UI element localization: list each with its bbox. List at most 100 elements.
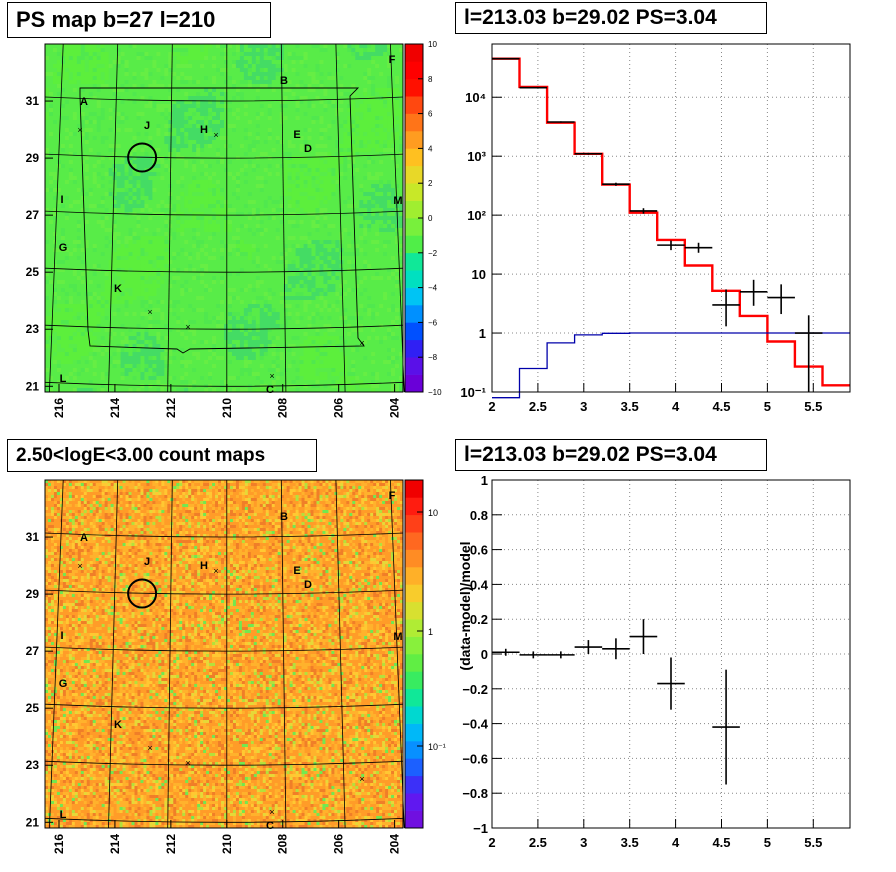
count-map-colorbar-label-1: 1 [428, 627, 433, 637]
ps-map-colorbar-band-10 [405, 200, 423, 219]
ps-map-panel: A B C D E F G H I J K L M × × × × × × 216 214 212 210 208 206 204… [0, 0, 448, 436]
ps-map-grid-lon-206 [335, 43, 346, 393]
count-map-colorbar-band-19 [405, 480, 423, 498]
count-map-source-label-e: E [293, 565, 300, 577]
count-map-colorbar-band-18 [405, 497, 423, 516]
ps-map-colorbar-band-15 [405, 113, 423, 132]
ps-map-pixels [45, 44, 404, 393]
residual-xtick-label-3: 3.5 [621, 835, 639, 850]
count-map-colorbar-band-16 [405, 532, 423, 550]
ps-map-xtick-label-204: 204 [388, 398, 402, 418]
ps-map-colorbar-band-16 [405, 96, 423, 114]
count-map-ytick-label-31: 31 [26, 530, 40, 544]
ps-map-ytick-label-21: 21 [26, 379, 40, 393]
residual-chart[interactable]: 2 2.5 3 3.5 4 4.5 5 5.5 1 0.8 0.6 0.4 0.2 0 −0.2 −0.4 −0… [448, 436, 896, 872]
ps-map-source-label-a: A [80, 96, 88, 108]
count-map-xtick-label-216: 216 [52, 834, 66, 854]
count-map-pixels [45, 480, 404, 829]
spectrum-panel: 2 2.5 3 3.5 4 4.5 5 5.5 10⁻¹ 1 10 10² 10³ 10⁴ l=213.0… [448, 0, 896, 436]
ps-map-colorbar-label-9: −8 [428, 353, 438, 362]
count-map-source-marker-2: × [185, 758, 190, 768]
ps-map-xtick-label-212: 212 [164, 398, 178, 418]
spectrum-plot-area [492, 44, 850, 392]
count-map-source-marker-0: × [77, 561, 82, 571]
spectrum-chart[interactable]: 2 2.5 3 3.5 4 4.5 5 5.5 10⁻¹ 1 10 10² 10³ 10⁴ [448, 0, 896, 436]
count-map-colorbar-band-6 [405, 706, 423, 724]
count-map-colorbar-band-1 [405, 793, 423, 811]
ps-map-colorbar-band-2 [405, 339, 423, 358]
count-map-colorbar-band-7 [405, 688, 423, 707]
count-map-source-marker-1: × [213, 566, 218, 576]
spectrum-ytick-label-0: 10⁻¹ [460, 385, 486, 400]
ps-map-source-marker-3: × [269, 371, 274, 381]
ps-map-colorbar-band-0 [405, 374, 423, 393]
ps-map-colorbar-band-7 [405, 252, 423, 271]
spectrum-ytick-label-4: 10³ [467, 149, 486, 164]
ps-map-colorbar-label-7: −4 [428, 284, 438, 293]
residual-ytick-label-1: 0.8 [470, 508, 488, 523]
ps-map-colorbar-label-6: −2 [428, 249, 438, 258]
count-map-ytick-label-21: 21 [26, 815, 40, 829]
ps-map-source-marker-1: × [213, 130, 218, 140]
count-map-xtick-label-212: 212 [164, 834, 178, 854]
ps-map-colorbar-band-3 [405, 322, 423, 341]
residual-xtick-label-0: 2 [488, 835, 495, 850]
count-map-frame [44, 479, 404, 829]
ps-map-colorbar-label-3: 4 [428, 144, 433, 153]
count-map-source-label-k: K [114, 719, 122, 731]
ps-map-colorbar-band-6 [405, 270, 423, 288]
ps-map-colorbar-label-2: 6 [428, 110, 433, 119]
count-map-title: 2.50<logE<3.00 count maps [7, 439, 317, 472]
count-map-grid-lon-204 [390, 479, 405, 829]
spectrum-xtick-label-5: 4.5 [712, 399, 730, 414]
count-map-colorbar-band-2 [405, 775, 423, 794]
ps-map-colorbar-label-8: −6 [428, 318, 438, 327]
ps-map-grid-lon-208 [280, 43, 287, 393]
count-map-xtick-label-208: 208 [276, 834, 290, 854]
ps-map-colorbar-band-4 [405, 305, 423, 323]
ps-map-grid-lat-21 [44, 381, 404, 387]
ps-map-colorbar-label-10: −10 [428, 388, 442, 397]
ps-map-source-marker-2: × [185, 322, 190, 332]
count-map-colorbar-band-13 [405, 584, 423, 603]
count-map-chart[interactable]: A B C DE F G H I J K L M × × × × × × 216 214 212 210 208 206 204… [0, 436, 448, 872]
ps-map-source-marker-4: × [359, 338, 364, 348]
ps-map-colorbar-band-18 [405, 61, 423, 80]
count-map-colorbar-band-11 [405, 619, 423, 637]
count-map-colorbar-band-12 [405, 601, 423, 620]
spectrum-xtick-label-7: 5.5 [804, 399, 822, 414]
spectrum-xtick-label-3: 3.5 [621, 399, 639, 414]
count-map-source-label-i: I [60, 630, 63, 642]
ps-map-roi-outline [79, 87, 365, 354]
count-map-colorbar-band-10 [405, 636, 423, 655]
residual-ytick-label-0: 1 [481, 473, 488, 488]
residual-ytick-label-9: −0.8 [462, 786, 488, 801]
ps-map-source-label-j: J [144, 120, 150, 132]
ps-map-colorbar-band-13 [405, 148, 423, 167]
count-map-grid-lon-216 [49, 479, 64, 829]
count-map-panel: A B C D E F G H I J K L M × × × × × × 216 214 212 210 208 206 204… [0, 436, 448, 872]
ps-map-colorbar-band-5 [405, 287, 423, 306]
ps-map-grid-lon-214 [108, 43, 119, 393]
ps-map-grid-lat-29 [44, 153, 404, 159]
count-map-source-label-a: A [80, 532, 88, 544]
ps-map-colorbar-band-19 [405, 44, 423, 62]
ps-map-colorbar-band-17 [405, 78, 423, 97]
ps-map-source-label-l: L [60, 373, 67, 385]
ps-map-ytick-label-27: 27 [26, 208, 40, 222]
residual-xtick-label-1: 2.5 [529, 835, 547, 850]
ps-map-colorbar-frame [404, 43, 424, 393]
count-map-grid-lon-212 [167, 479, 173, 829]
count-map-source-label-l: L [60, 809, 67, 821]
count-map-source-label-c: C [266, 820, 274, 832]
count-map-colorbar-band-15 [405, 549, 423, 568]
ps-map-source-label-d: D [304, 143, 312, 155]
ps-map-grid-lon-204 [390, 43, 405, 393]
count-map-colorbar-label-2: 10⁻¹ [428, 742, 446, 752]
ps-map-colorbar-band-11 [405, 183, 423, 201]
count-map-grid-lon-208 [280, 479, 287, 829]
count-map-source-label-j: J [144, 556, 150, 568]
ps-map-xtick-label-206: 206 [332, 398, 346, 418]
ps-map-ytick-label-25: 25 [26, 265, 40, 279]
